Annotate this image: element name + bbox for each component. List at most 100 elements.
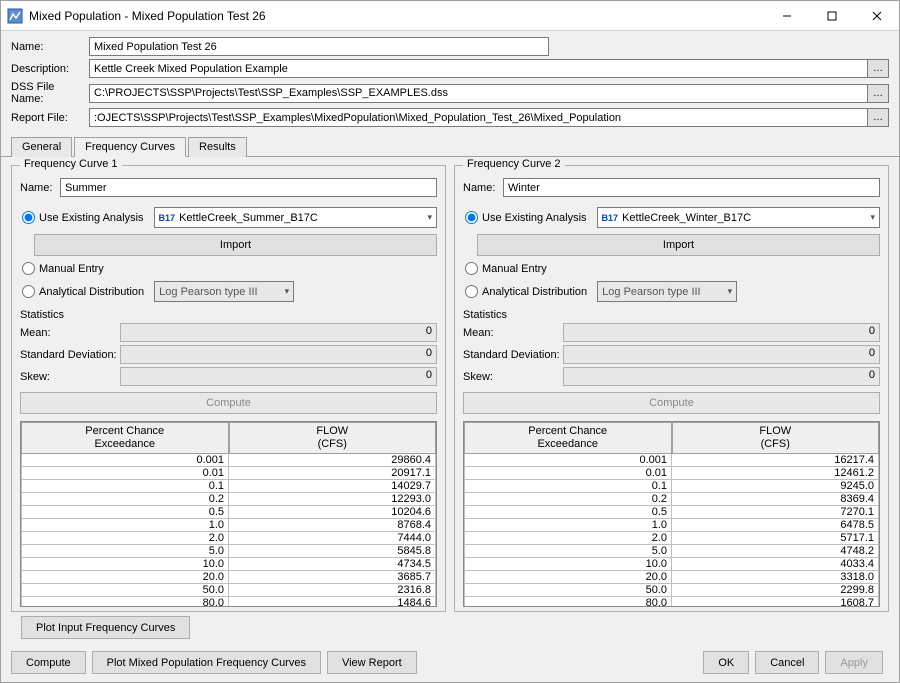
curve1-stddev-label: Standard Deviation: (20, 349, 120, 361)
flow-cell: 5717.1 (672, 532, 879, 545)
table-row[interactable]: 0.57270.1 (464, 506, 879, 519)
percent-cell: 20.0 (464, 571, 672, 584)
curve1-name-label: Name: (20, 182, 60, 194)
dssfile-input[interactable] (89, 84, 868, 103)
flow-cell: 6478.5 (672, 519, 879, 532)
table-row[interactable]: 2.07444.0 (21, 532, 436, 545)
curve1-skew-label: Skew: (20, 371, 120, 383)
dssfile-browse-button[interactable]: … (867, 84, 889, 103)
table-row[interactable]: 10.04734.5 (21, 558, 436, 571)
flow-cell: 4734.5 (229, 558, 436, 571)
table-row[interactable]: 20.03685.7 (21, 571, 436, 584)
flow-cell: 14029.7 (229, 480, 436, 493)
flow-cell: 4748.2 (672, 545, 879, 558)
tab-content: Frequency Curve 1 Name: Use Existing Ana… (1, 157, 899, 647)
curve1-use-existing-label: Use Existing Analysis (39, 212, 144, 224)
curve2-name-input[interactable] (503, 178, 880, 197)
curve2-mean-value: 0 (563, 323, 880, 342)
flow-cell: 8768.4 (229, 519, 436, 532)
curve1-col-percent: Percent ChanceExceedance (21, 422, 229, 454)
curve1-compute-button[interactable]: Compute (20, 392, 437, 414)
titlebar: Mixed Population - Mixed Population Test… (1, 1, 899, 31)
curve1-manual-entry-radio[interactable] (22, 262, 35, 275)
table-row[interactable]: 80.01484.6 (21, 597, 436, 606)
view-report-button[interactable]: View Report (327, 651, 417, 674)
description-input[interactable] (89, 59, 868, 78)
percent-cell: 20.0 (21, 571, 229, 584)
maximize-button[interactable] (809, 1, 854, 31)
plot-mixed-population-button[interactable]: Plot Mixed Population Frequency Curves (92, 651, 321, 674)
tab-frequency-curves[interactable]: Frequency Curves (74, 137, 186, 157)
table-row[interactable]: 0.212293.0 (21, 493, 436, 506)
curve1-analytical-radio[interactable] (22, 285, 35, 298)
percent-cell: 5.0 (21, 545, 229, 558)
plot-input-frequency-curves-button[interactable]: Plot Input Frequency Curves (21, 616, 190, 639)
curve2-skew-label: Skew: (463, 371, 563, 383)
percent-cell: 80.0 (21, 597, 229, 606)
table-row[interactable]: 5.04748.2 (464, 545, 879, 558)
reportfile-label: Report File: (11, 112, 89, 124)
table-row[interactable]: 0.00116217.4 (464, 454, 879, 467)
flow-cell: 3318.0 (672, 571, 879, 584)
table-row[interactable]: 0.0112461.2 (464, 467, 879, 480)
cancel-button[interactable]: Cancel (755, 651, 819, 674)
tab-bar: General Frequency Curves Results (1, 136, 899, 157)
curve1-import-button[interactable]: Import (34, 234, 437, 256)
compute-button[interactable]: Compute (11, 651, 86, 674)
curve2-statistics-header: Statistics (463, 309, 880, 321)
curve2-distribution-select[interactable]: Log Pearson type III▾ (597, 281, 737, 302)
reportfile-browse-button[interactable]: … (867, 108, 889, 127)
table-row[interactable]: 20.03318.0 (464, 571, 879, 584)
table-row[interactable]: 10.04033.4 (464, 558, 879, 571)
table-row[interactable]: 0.00129860.4 (21, 454, 436, 467)
table-row[interactable]: 2.05717.1 (464, 532, 879, 545)
table-row[interactable]: 50.02299.8 (464, 584, 879, 597)
percent-cell: 0.2 (464, 493, 672, 506)
table-row[interactable]: 0.0120917.1 (21, 467, 436, 480)
curve2-use-existing-radio[interactable] (465, 211, 478, 224)
table-row[interactable]: 0.114029.7 (21, 480, 436, 493)
table-row[interactable]: 50.02316.8 (21, 584, 436, 597)
curve2-import-button[interactable]: Import (477, 234, 880, 256)
curve2-stddev-label: Standard Deviation: (463, 349, 563, 361)
minimize-button[interactable] (764, 1, 809, 31)
table-row[interactable]: 0.19245.0 (464, 480, 879, 493)
curve2-compute-button[interactable]: Compute (463, 392, 880, 414)
curve2-manual-entry-radio[interactable] (465, 262, 478, 275)
apply-button[interactable]: Apply (825, 651, 883, 674)
frequency-curve-1-panel: Frequency Curve 1 Name: Use Existing Ana… (11, 165, 446, 612)
close-button[interactable] (854, 1, 899, 31)
name-label: Name: (11, 41, 89, 53)
description-browse-button[interactable]: … (867, 59, 889, 78)
description-label: Description: (11, 63, 89, 75)
curve1-name-input[interactable] (60, 178, 437, 197)
curve2-stddev-value: 0 (563, 345, 880, 364)
name-input[interactable] (89, 37, 549, 56)
flow-cell: 10204.6 (229, 506, 436, 519)
flow-cell: 12461.2 (672, 467, 879, 480)
curve2-name-label: Name: (463, 182, 503, 194)
curve1-distribution-select[interactable]: Log Pearson type III▾ (154, 281, 294, 302)
tab-general[interactable]: General (11, 137, 72, 157)
table-row[interactable]: 0.28369.4 (464, 493, 879, 506)
table-row[interactable]: 5.05845.8 (21, 545, 436, 558)
table-row[interactable]: 80.01608.7 (464, 597, 879, 606)
percent-cell: 0.5 (464, 506, 672, 519)
table-row[interactable]: 0.510204.6 (21, 506, 436, 519)
percent-cell: 0.01 (464, 467, 672, 480)
flow-cell: 1484.6 (229, 597, 436, 606)
tab-results[interactable]: Results (188, 137, 247, 157)
curve1-analysis-select[interactable]: B17KettleCreek_Summer_B17C ▾ (154, 207, 437, 228)
percent-cell: 2.0 (21, 532, 229, 545)
curve1-use-existing-radio[interactable] (22, 211, 35, 224)
percent-cell: 0.001 (464, 454, 672, 467)
ok-button[interactable]: OK (703, 651, 749, 674)
curve1-mean-value: 0 (120, 323, 437, 342)
curve2-legend: Frequency Curve 2 (463, 158, 565, 170)
table-row[interactable]: 1.06478.5 (464, 519, 879, 532)
table-row[interactable]: 1.08768.4 (21, 519, 436, 532)
reportfile-input[interactable] (89, 108, 868, 127)
curve2-analytical-radio[interactable] (465, 285, 478, 298)
curve1-statistics-header: Statistics (20, 309, 437, 321)
curve2-analysis-select[interactable]: B17KettleCreek_Winter_B17C ▾ (597, 207, 880, 228)
